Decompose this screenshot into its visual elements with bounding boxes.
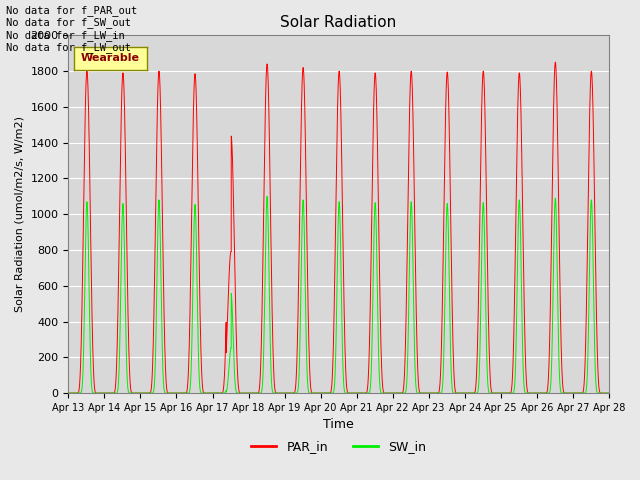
- Legend: PAR_in, SW_in: PAR_in, SW_in: [246, 435, 431, 458]
- Text: No data for f_PAR_out
No data for f_SW_out
No data for f_LW_in
No data for f_LW_: No data for f_PAR_out No data for f_SW_o…: [6, 5, 138, 53]
- Title: Solar Radiation: Solar Radiation: [280, 15, 397, 30]
- X-axis label: Time: Time: [323, 419, 354, 432]
- Text: Wearable: Wearable: [81, 53, 140, 63]
- Y-axis label: Solar Radiation (umol/m2/s, W/m2): Solar Radiation (umol/m2/s, W/m2): [15, 116, 25, 312]
